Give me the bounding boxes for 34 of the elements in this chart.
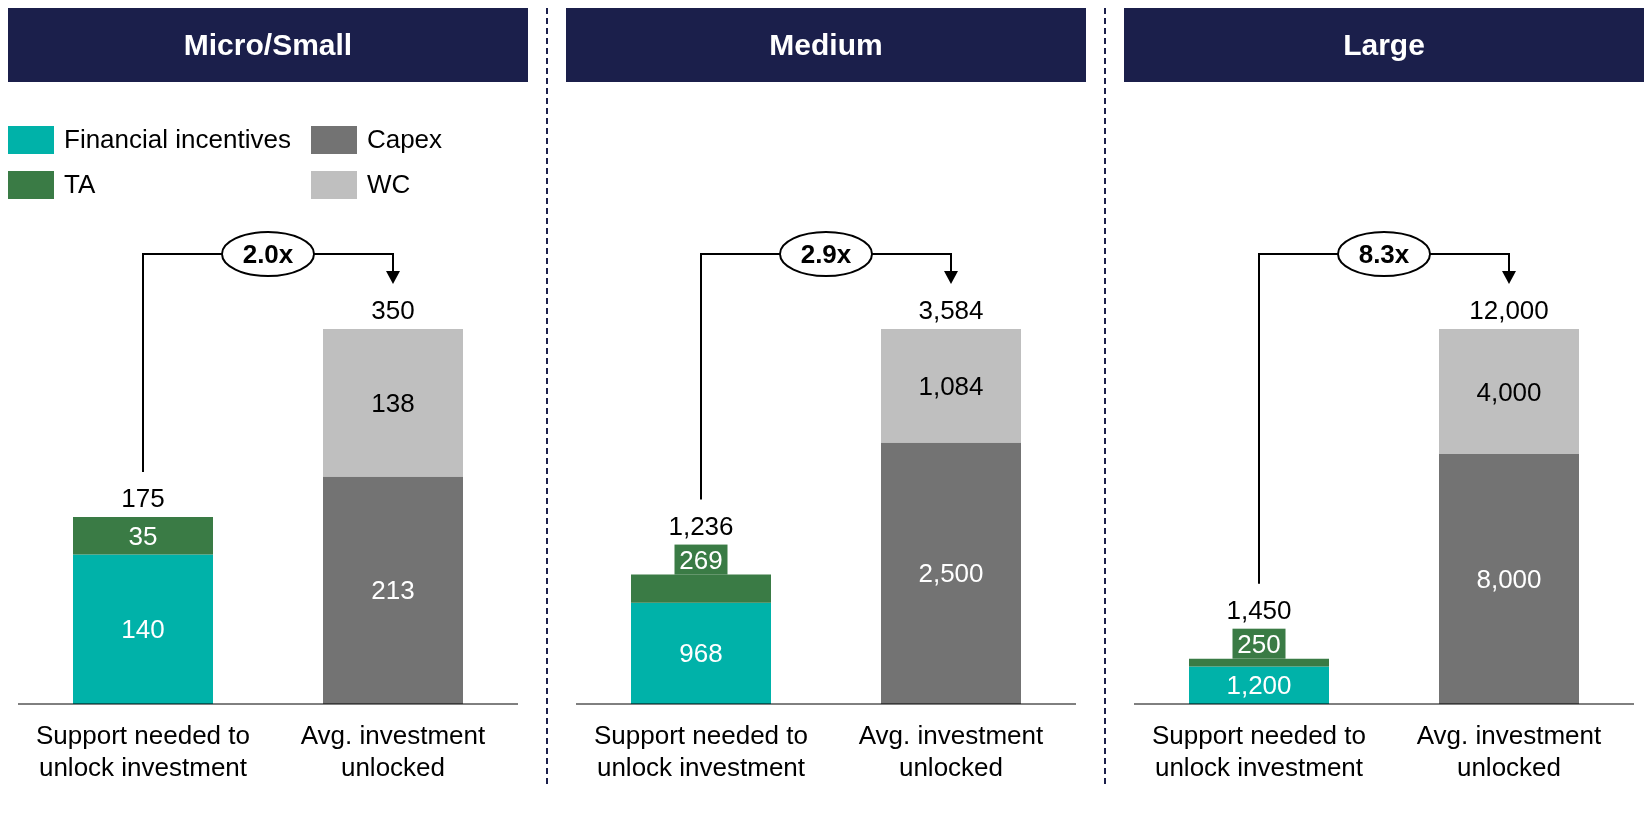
data-label: 269 [679, 544, 723, 575]
chart-title: Large [1124, 8, 1644, 82]
data-label: 968 [679, 638, 723, 669]
total-label: 12,000 [1469, 295, 1549, 325]
x-tick-label: Support needed to unlock investment [36, 720, 250, 782]
legend-label: WC [366, 169, 411, 200]
x-tick-label: Support needed to unlock investment [1152, 720, 1366, 782]
data-label: 8,000 [1476, 564, 1542, 594]
x-tick-label: Avg. investment unlocked [1416, 720, 1603, 782]
x-tick-label: Avg. investment unlocked [300, 720, 487, 782]
chart-title: Micro/Small [8, 8, 528, 82]
chart-title: Medium [566, 8, 1086, 82]
data-label: 4,000 [1476, 376, 1542, 407]
x-tick-label: Avg. investment unlocked [858, 720, 1045, 782]
legend-label: Capex [366, 124, 443, 155]
total-label: 1,450 [1226, 594, 1292, 625]
total-label: 1,236 [668, 510, 734, 541]
legend-label: TA [64, 169, 96, 200]
data-label: 140 [121, 614, 165, 645]
total-label: 3,584 [918, 295, 984, 325]
data-label: 250 [1237, 628, 1281, 659]
text: 2.9x [800, 239, 852, 269]
text: 2.0x [242, 239, 294, 269]
data-label: 1,084 [918, 370, 984, 401]
text: 8.3x [1358, 239, 1410, 269]
x-tick-label: Support needed to unlock investment [594, 720, 808, 782]
data-label: 35 [128, 520, 158, 551]
total-label: 175 [121, 483, 165, 514]
data-label: 2,500 [918, 558, 984, 589]
total-label: 350 [371, 295, 415, 325]
data-label: 138 [371, 387, 415, 418]
data-label: 213 [371, 575, 415, 606]
legend-label: Financial incentives [64, 124, 291, 155]
data-label: 1,200 [1226, 670, 1292, 701]
